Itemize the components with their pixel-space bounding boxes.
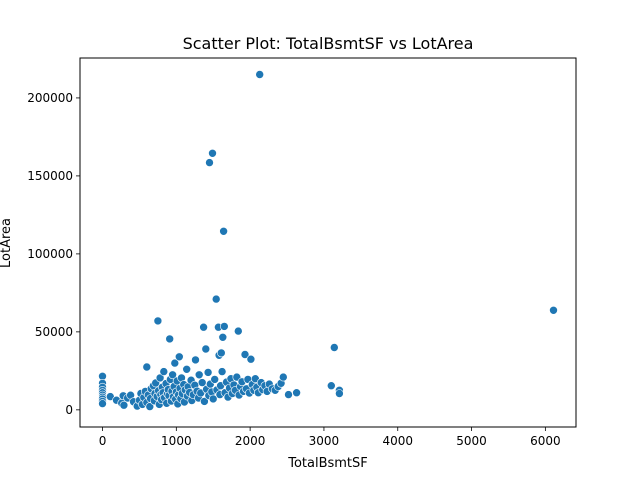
data-point — [159, 367, 169, 376]
data-point — [197, 378, 207, 387]
y-axis-label: LotArea — [0, 218, 14, 268]
x-tick-label: 6000 — [530, 434, 561, 448]
data-point — [200, 397, 209, 406]
data-point — [251, 374, 260, 384]
data-point — [191, 355, 200, 365]
data-point — [168, 370, 177, 380]
data-point — [217, 348, 226, 358]
data-point — [240, 350, 250, 359]
data-point — [153, 316, 163, 326]
y-axis-ticks: 0 50000 100000 150000 200000 — [27, 91, 80, 417]
y-tick-label: 100000 — [27, 247, 73, 261]
data-point — [292, 388, 301, 398]
data-point — [329, 343, 339, 352]
data-point — [211, 294, 221, 304]
chart-title: Scatter Plot: TotalBsmtSF vs LotArea — [183, 34, 474, 53]
x-tick-label: 1000 — [161, 434, 192, 448]
y-tick-label: 50000 — [35, 325, 73, 339]
y-tick-label: 150000 — [27, 169, 73, 183]
data-point — [182, 364, 191, 374]
data-point — [142, 362, 152, 372]
data-point — [217, 367, 227, 376]
x-axis-ticks: 0 1000 2000 3000 4000 5000 6000 — [99, 427, 561, 448]
data-point — [205, 158, 214, 167]
data-point — [234, 326, 243, 336]
plot-frame — [79, 57, 577, 428]
data-point — [201, 344, 211, 354]
data-point — [218, 332, 228, 342]
data-point — [170, 358, 180, 368]
data-point — [278, 372, 288, 382]
data-point — [155, 373, 165, 383]
data-point — [219, 227, 228, 236]
data-point — [255, 70, 265, 79]
data-point — [210, 375, 219, 384]
data-point — [549, 305, 558, 315]
data-point — [194, 370, 204, 380]
data-point — [220, 322, 229, 331]
x-axis-label: TotalBsmtSF — [287, 456, 368, 471]
data-point — [208, 394, 218, 404]
data-point — [119, 400, 129, 410]
x-tick-label: 3000 — [309, 434, 340, 448]
x-tick-label: 5000 — [456, 434, 487, 448]
data-point — [246, 354, 256, 364]
data-point — [208, 149, 217, 158]
data-point — [165, 334, 174, 344]
data-point — [335, 389, 344, 398]
x-tick-label: 0 — [99, 434, 107, 448]
y-tick-label: 0 — [65, 403, 73, 417]
x-tick-label: 2000 — [235, 434, 266, 448]
data-point — [203, 368, 213, 377]
data-point — [175, 352, 184, 362]
y-tick-label: 200000 — [27, 91, 73, 105]
data-point — [199, 322, 208, 332]
data-point — [98, 399, 107, 408]
data-point — [284, 390, 293, 399]
data-point — [326, 381, 336, 391]
points-layer — [98, 70, 558, 411]
x-tick-label: 4000 — [382, 434, 413, 448]
